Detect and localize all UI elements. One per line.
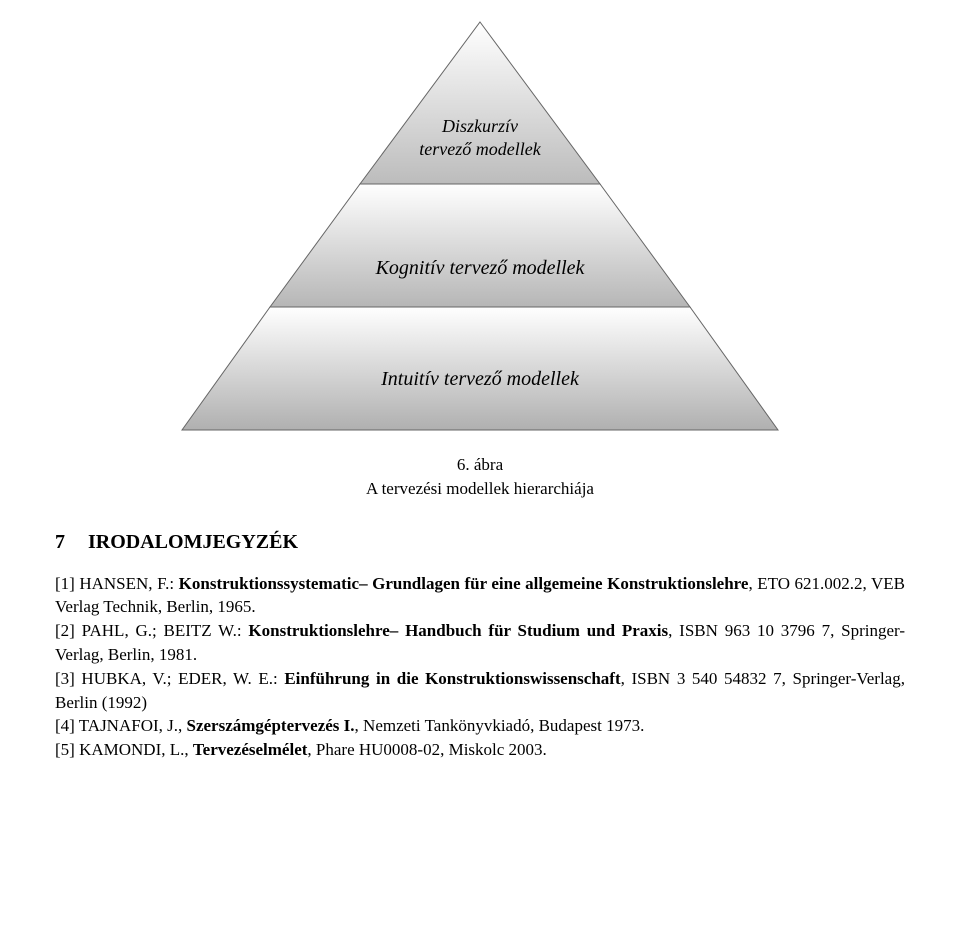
caption-line2: A tervezési modellek hierarchiája <box>366 479 594 498</box>
pyramid-label-bot: Intuitív tervező modellek <box>381 368 579 391</box>
section-title: IRODALOMJEGYZÉK <box>88 531 298 553</box>
bib-entry: [2] PAHL, G.; BEITZ W.: Konstruktionsleh… <box>55 619 905 667</box>
bib-prefix: [3] HUBKA, V.; EDER, W. E.: <box>55 669 284 688</box>
bib-entry: [5] KAMONDI, L., Tervezéselmélet, Phare … <box>55 738 905 762</box>
bib-title: Tervezéselmélet <box>193 740 308 759</box>
pyramid-diagram: Diszkurzív tervező modellek Kognitív ter… <box>180 20 780 435</box>
pyramid-band-mid <box>270 184 690 307</box>
pyramid-label-top-line1: Diszkurzív <box>442 116 518 136</box>
bib-entry: [1] HANSEN, F.: Konstruktionssystematic–… <box>55 572 905 620</box>
bib-title: Konstruktionssystematic– Grundlagen für … <box>179 574 749 593</box>
bib-prefix: [2] PAHL, G.; BEITZ W.: <box>55 621 248 640</box>
bib-prefix: [5] KAMONDI, L., <box>55 740 193 759</box>
bib-entry: [3] HUBKA, V.; EDER, W. E.: Einführung i… <box>55 667 905 715</box>
bib-prefix: [4] TAJNAFOI, J., <box>55 716 187 735</box>
pyramid-label-top: Diszkurzív tervező modellek <box>419 115 540 162</box>
bib-entry: [4] TAJNAFOI, J., Szerszámgéptervezés I.… <box>55 714 905 738</box>
bib-prefix: [1] HANSEN, F.: <box>55 574 179 593</box>
pyramid-label-top-line2: tervező modellek <box>419 139 540 159</box>
bib-suffix: , Phare HU0008-02, Miskolc 2003. <box>307 740 546 759</box>
caption-line1: 6. ábra <box>457 455 503 474</box>
bib-title: Konstruktionslehre– Handbuch für Studium… <box>248 621 668 640</box>
bib-title: Einführung in die Konstruktionswissensch… <box>284 669 620 688</box>
section-heading: 7 IRODALOMJEGYZÉK <box>55 531 960 554</box>
bib-suffix: , Nemzeti Tankönyvkiadó, Budapest 1973. <box>355 716 645 735</box>
bibliography: [1] HANSEN, F.: Konstruktionssystematic–… <box>55 572 905 762</box>
bib-title: Szerszámgéptervezés I. <box>187 716 355 735</box>
pyramid-label-mid: Kognitív tervező modellek <box>376 257 585 280</box>
figure-caption: 6. ábra A tervezési modellek hierarchiáj… <box>0 453 960 501</box>
section-number: 7 <box>55 531 83 554</box>
